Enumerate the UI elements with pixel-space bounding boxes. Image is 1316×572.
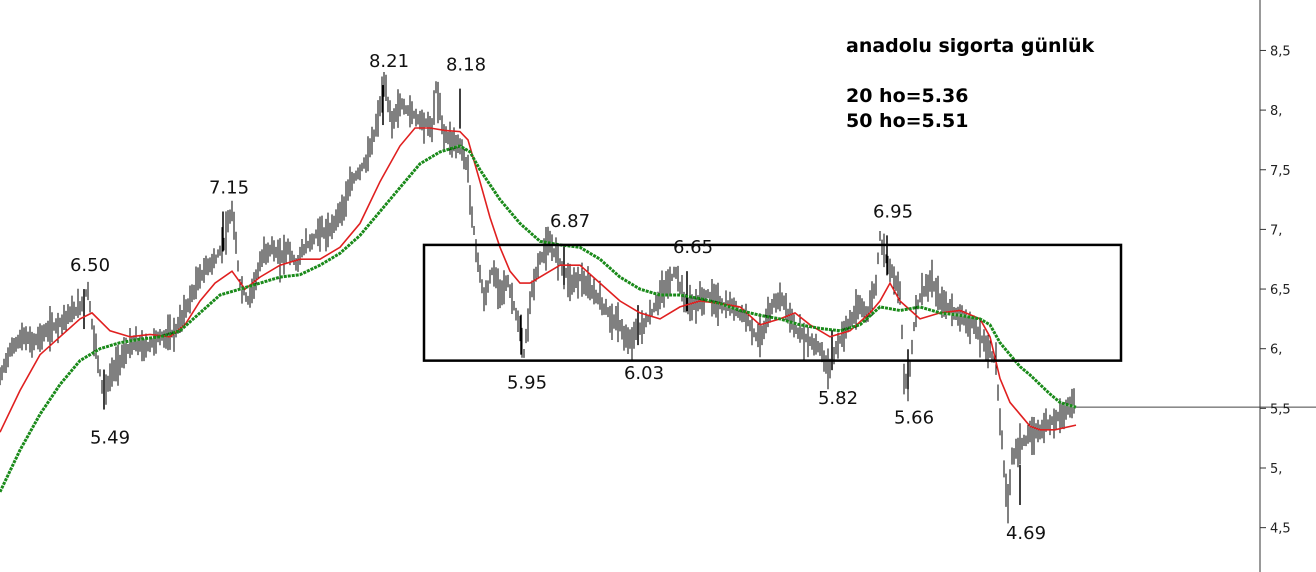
chart-title: anadolu sigorta günlük — [846, 35, 1095, 57]
y-tick-label: 4,5 — [1270, 522, 1291, 537]
y-tick-label: 7,5 — [1270, 164, 1291, 179]
y-tick-label: 5, — [1270, 462, 1282, 477]
price-annotation: 5.49 — [90, 428, 130, 449]
y-tick-label: 6,5 — [1270, 283, 1291, 298]
price-annotation: 6.95 — [873, 201, 913, 222]
ma50-line — [0, 144, 1077, 493]
ma20-line — [0, 127, 1077, 433]
y-tick-label: 5,5 — [1270, 402, 1291, 417]
price-annotation: 4.69 — [1006, 523, 1046, 544]
range-box — [422, 243, 1123, 362]
indicator-20-label: 20 ho=5.36 — [846, 85, 968, 107]
y-tick-label: 6, — [1270, 343, 1282, 358]
price-annotation: 8.21 — [369, 51, 409, 72]
indicator-50-label: 50 ho=5.51 — [846, 110, 968, 132]
moving-averages — [0, 127, 1077, 493]
range-box-layer — [422, 243, 1316, 408]
annotations: 6.50 5.49 7.15 8.21 8.18 6.87 5.95 6.65 6.03 6.95… — [70, 51, 1046, 544]
price-bars — [0, 72, 1075, 524]
y-tick-label: 7, — [1270, 223, 1282, 238]
price-annotation: 5.82 — [818, 388, 858, 409]
price-annotation: 8.18 — [446, 55, 486, 76]
y-tick-label: 8,5 — [1270, 44, 1291, 59]
price-series — [0, 72, 1075, 524]
price-annotation: 6.03 — [624, 363, 664, 384]
price-annotation: 5.95 — [507, 373, 547, 394]
price-annotation: 7.15 — [209, 178, 249, 199]
price-annotation: 5.66 — [894, 407, 934, 428]
price-annotation: 6.50 — [70, 255, 110, 276]
price-annotation: 6.65 — [673, 237, 713, 258]
y-axis: 4,5 5, 5,5 6, 6,5 7, 7,5 8, 8,5 — [1259, 0, 1291, 572]
price-annotation: 6.87 — [550, 211, 590, 232]
y-tick-label: 8, — [1270, 104, 1282, 119]
